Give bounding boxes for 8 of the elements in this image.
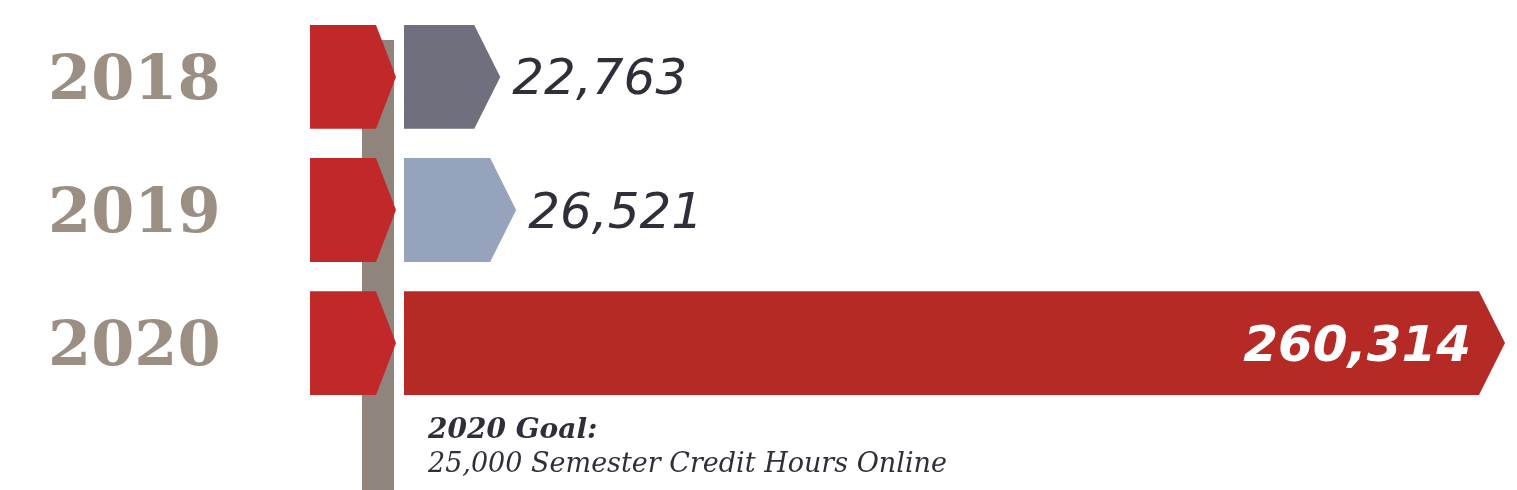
text: 25,000 Semester Credit Hours Online: [427, 447, 947, 478]
text: 2020 Goal:: [427, 412, 598, 445]
data-label: 260,314: [1243, 314, 1471, 373]
y-tick-label: 2018: [48, 40, 221, 114]
y-tick-label: 2019: [48, 173, 221, 247]
data-label: 26,521: [528, 181, 704, 240]
data-label: 22,763: [512, 48, 688, 107]
y-tick-label: 2020: [48, 306, 221, 380]
